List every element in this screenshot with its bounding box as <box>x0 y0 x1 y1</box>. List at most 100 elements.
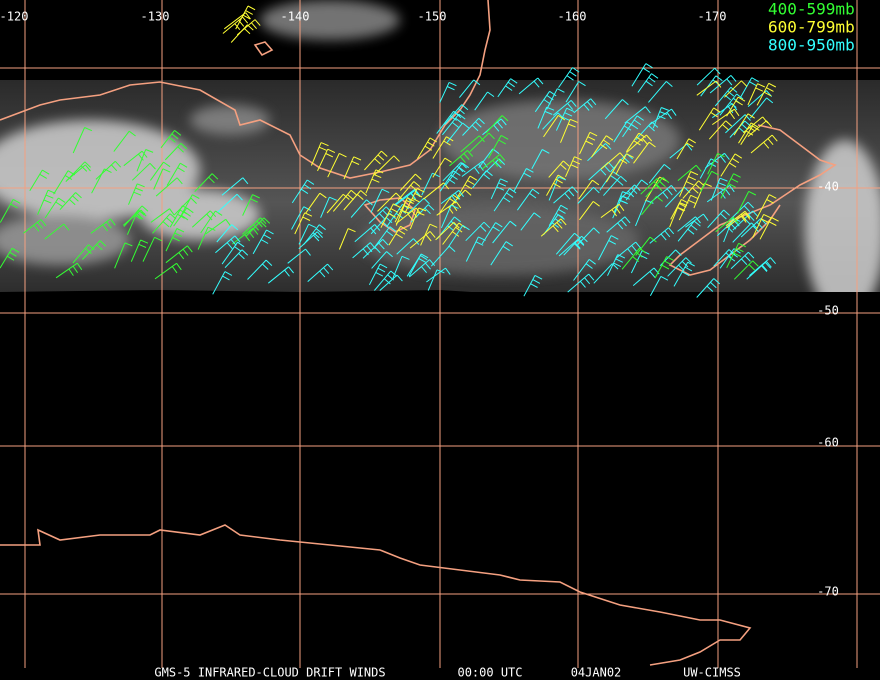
wind-barb <box>469 132 495 153</box>
wind-barb <box>72 244 95 264</box>
wind-barb <box>287 248 311 264</box>
wind-barb <box>523 274 543 297</box>
wind-barb <box>725 210 751 227</box>
wind-barb <box>408 259 436 278</box>
wind-barb <box>23 219 47 234</box>
wind-barb <box>442 222 466 245</box>
wind-barb <box>740 218 767 238</box>
wind-barb <box>707 152 725 175</box>
wind-barb <box>396 238 420 255</box>
wind-barb <box>560 118 578 143</box>
wind-barb <box>607 254 626 276</box>
wind-barb <box>490 178 508 200</box>
wind-barb <box>667 257 692 277</box>
wind-barbs <box>0 5 779 298</box>
wind-barb <box>194 173 219 192</box>
wind-barb <box>635 199 654 227</box>
wind-barb <box>626 134 653 153</box>
wind-barb <box>123 205 149 227</box>
wind-barb <box>320 196 337 218</box>
wind-barb <box>447 224 470 248</box>
wind-barb <box>577 227 600 246</box>
wind-barb <box>631 63 653 87</box>
wind-barb <box>408 253 429 277</box>
wind-barb <box>481 222 503 245</box>
footer-text: 00:00 UTC <box>457 666 522 680</box>
wind-barb <box>380 203 401 228</box>
wind-barb <box>485 115 509 134</box>
wind-barb <box>397 181 421 201</box>
wind-barb <box>685 213 709 228</box>
wind-barb <box>165 228 185 252</box>
wind-barb <box>565 156 582 178</box>
wind-barb <box>606 216 631 233</box>
wind-barb <box>445 162 469 186</box>
latitude-label: -70 <box>817 585 839 599</box>
wind-barb <box>154 262 182 280</box>
wind-barb <box>676 138 696 160</box>
wind-barb <box>404 188 425 214</box>
wind-barb <box>531 149 550 170</box>
wind-barb <box>730 251 755 270</box>
wind-barb <box>439 170 461 192</box>
wind-barb <box>169 205 190 228</box>
longitude-label: -150 <box>418 10 447 24</box>
wind-barb <box>394 197 415 223</box>
wind-barb <box>633 141 656 164</box>
wind-barb <box>242 217 267 235</box>
wind-barb <box>670 198 689 220</box>
legend-entry: 400-599mb <box>768 0 855 19</box>
wind-barb <box>682 180 705 199</box>
wind-barb <box>388 225 408 246</box>
wind-barb <box>223 12 251 30</box>
wind-barb <box>737 190 757 214</box>
wind-barb <box>720 173 741 199</box>
wind-barb <box>305 192 327 214</box>
wind-barb <box>197 226 216 250</box>
wind-barb <box>29 169 50 192</box>
wind-barb <box>212 271 233 295</box>
wind-barb <box>350 199 373 218</box>
wind-barb <box>497 78 518 98</box>
wind-barb <box>732 222 758 243</box>
footer-text: 04JAN02 <box>571 666 622 680</box>
wind-barb <box>217 193 243 213</box>
wind-barb <box>332 189 358 212</box>
wind-barb <box>516 188 540 211</box>
wind-barb <box>613 121 634 143</box>
wind-barb <box>555 232 581 255</box>
wind-barb <box>436 201 462 216</box>
wind-barb <box>267 266 294 284</box>
wind-barb <box>492 220 517 244</box>
wind-barb <box>224 249 249 269</box>
wind-barb <box>615 153 634 175</box>
wind-barb <box>746 262 772 280</box>
wind-barb <box>704 152 730 169</box>
wind-barb <box>166 162 188 186</box>
wind-barb <box>231 227 259 245</box>
longitude-label: -170 <box>698 10 727 24</box>
wind-barb <box>44 223 70 240</box>
wind-barb <box>205 218 231 235</box>
wind-barb <box>449 150 474 167</box>
wind-barb <box>635 121 659 141</box>
wind-barb <box>386 203 410 228</box>
wind-barb <box>152 213 177 234</box>
wind-barb <box>461 160 488 177</box>
wind-barb <box>343 190 368 211</box>
wind-barb <box>95 160 122 180</box>
wind-barb <box>37 189 56 215</box>
wind-barb <box>442 113 466 136</box>
wind-barb <box>719 248 741 269</box>
wind-barb <box>362 239 389 259</box>
wind-barb <box>645 177 670 198</box>
wind-barb <box>128 183 145 205</box>
wind-barb <box>440 189 464 204</box>
wind-barb <box>706 184 735 203</box>
wind-barb <box>640 178 664 195</box>
wind-barb <box>648 164 671 184</box>
wind-barb <box>543 114 566 138</box>
wind-barb <box>130 239 149 262</box>
wind-barb <box>641 196 663 216</box>
wind-barb <box>756 82 777 106</box>
